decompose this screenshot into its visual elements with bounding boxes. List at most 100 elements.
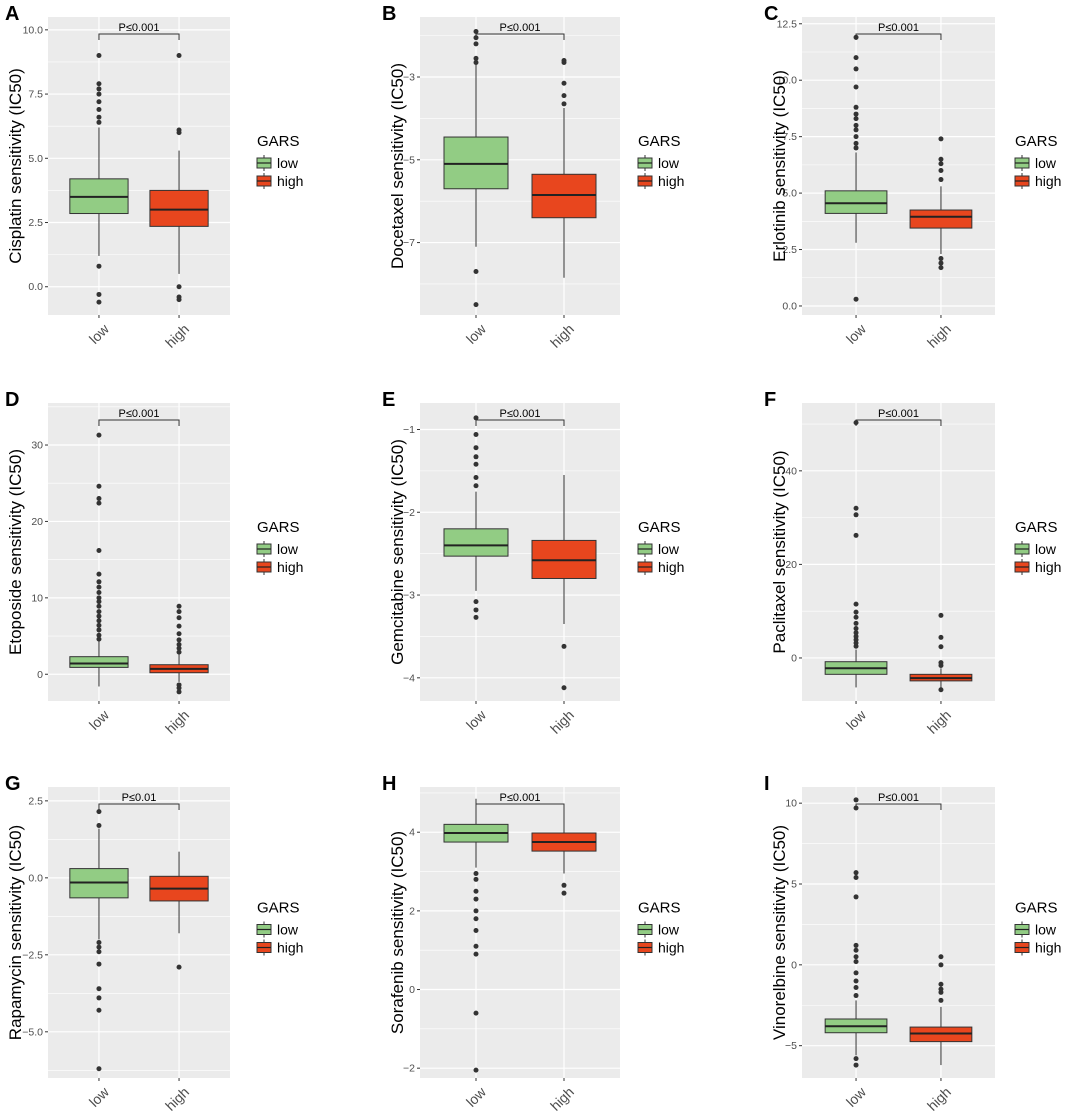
x-tick-label-high: high	[924, 707, 954, 737]
outlier-point-high	[938, 644, 944, 650]
outlier-point-low	[473, 302, 479, 308]
outlier-point-low	[853, 116, 859, 122]
legend-title: GARS	[638, 519, 681, 536]
outlier-point-high	[176, 284, 182, 290]
panel-h: H 4 2 0 −2 Sorafenib sensitivity (IC50) low hig…	[382, 773, 684, 1111]
outlier-point-low	[96, 636, 102, 642]
outlier-point-low	[96, 1066, 102, 1072]
outlier-point-low	[96, 114, 102, 120]
y-axis-label: Erlotinib sensitivity (IC50)	[770, 70, 789, 262]
y-tick-label: 30	[31, 440, 43, 452]
outlier-point-high	[938, 981, 944, 987]
box-low	[69, 656, 129, 668]
outlier-point-low	[853, 512, 859, 518]
y-tick-label: 5.0	[782, 188, 797, 200]
legend-label-high: high	[277, 940, 303, 956]
outlier-point-low	[853, 601, 859, 607]
outlier-point-high	[938, 660, 944, 666]
outlier-point-high	[938, 986, 944, 992]
y-tick-label: 2.5	[28, 795, 43, 807]
outlier-point-high	[938, 156, 944, 162]
outlier-point-low	[853, 505, 859, 511]
outlier-point-low	[853, 970, 859, 976]
outlier-point-low	[96, 299, 102, 305]
outlier-point-low	[96, 949, 102, 955]
outlier-point-low	[853, 630, 859, 636]
outlier-point-high	[561, 890, 567, 896]
outlier-point-low	[96, 589, 102, 595]
x-tick-label-low: low	[86, 1083, 113, 1110]
outlier-point-low	[853, 942, 859, 948]
outlier-point-high	[561, 80, 567, 86]
outlier-point-low	[96, 432, 102, 438]
outlier-point-low	[473, 415, 479, 421]
p-value-label: P≤0.001	[878, 22, 919, 34]
x-tick-label-high: high	[547, 707, 577, 737]
outlier-point-low	[853, 66, 859, 72]
outlier-point-low	[473, 607, 479, 613]
y-tick-label: −7	[403, 237, 415, 249]
outlier-point-low	[96, 809, 102, 815]
y-tick-label: 7.5	[28, 89, 43, 101]
outlier-point-high	[561, 93, 567, 99]
y-tick-label: 10.0	[777, 75, 798, 87]
outlier-point-high	[176, 615, 182, 621]
outlier-point-high	[561, 643, 567, 649]
panel-letter: C	[764, 3, 778, 25]
y-tick-label: −3	[403, 590, 415, 602]
outlier-point-low	[853, 947, 859, 953]
outlier-point-low	[473, 888, 479, 894]
p-value-label: P≤0.001	[500, 408, 541, 420]
outlier-point-low	[96, 995, 102, 1001]
y-axis-label: Rapamycin sensitivity (IC50)	[6, 825, 25, 1040]
x-tick-label-high: high	[162, 707, 192, 737]
outlier-point-high	[176, 127, 182, 133]
legend-label-low: low	[658, 541, 680, 557]
outlier-point-low	[853, 978, 859, 984]
outlier-point-low	[853, 1062, 859, 1068]
x-tick-label-high: high	[924, 1084, 954, 1111]
outlier-point-high	[561, 57, 567, 63]
outlier-point-high	[938, 997, 944, 1003]
outlier-point-low	[96, 571, 102, 577]
outlier-point-low	[96, 81, 102, 87]
significance-bracket	[98, 33, 180, 40]
outlier-point-high	[176, 631, 182, 637]
outlier-point-low	[473, 431, 479, 437]
outlier-point-low	[853, 993, 859, 999]
outlier-point-low	[96, 622, 102, 628]
legend-label-low: low	[1035, 541, 1057, 557]
panel-e: E −1 −2 −3 −4 Gemcitabine sensitivity (IC50) l…	[382, 389, 684, 737]
significance-bracket	[855, 33, 942, 40]
outlier-point-low	[473, 876, 479, 882]
outlier-point-low	[96, 986, 102, 992]
legend-label-low: low	[277, 922, 299, 938]
outlier-point-low	[96, 627, 102, 633]
y-axis-label: Gemcitabine sensitivity (IC50)	[388, 439, 407, 665]
y-tick-label: 0.0	[28, 281, 43, 293]
legend-title: GARS	[638, 900, 681, 917]
outlier-point-low	[853, 127, 859, 133]
outlier-point-high	[561, 685, 567, 691]
outlier-point-low	[96, 500, 102, 506]
panel-letter: B	[382, 3, 396, 25]
outlier-point-high	[176, 641, 182, 647]
plot-background	[48, 17, 230, 315]
y-tick-label: 2.5	[28, 217, 43, 229]
outlier-point-low	[853, 954, 859, 960]
legend-label-low: low	[658, 922, 680, 938]
legend-label-high: high	[1035, 173, 1061, 189]
significance-bracket	[855, 419, 942, 426]
outlier-point-high	[176, 609, 182, 615]
y-tick-label: 0	[37, 669, 43, 681]
outlier-point-low	[853, 84, 859, 90]
significance-bracket	[98, 419, 180, 426]
outlier-point-high	[176, 603, 182, 609]
box-high	[149, 189, 209, 227]
outlier-point-high	[938, 687, 944, 693]
box-low	[443, 136, 509, 190]
outlier-point-high	[938, 168, 944, 174]
outlier-point-low	[96, 609, 102, 615]
